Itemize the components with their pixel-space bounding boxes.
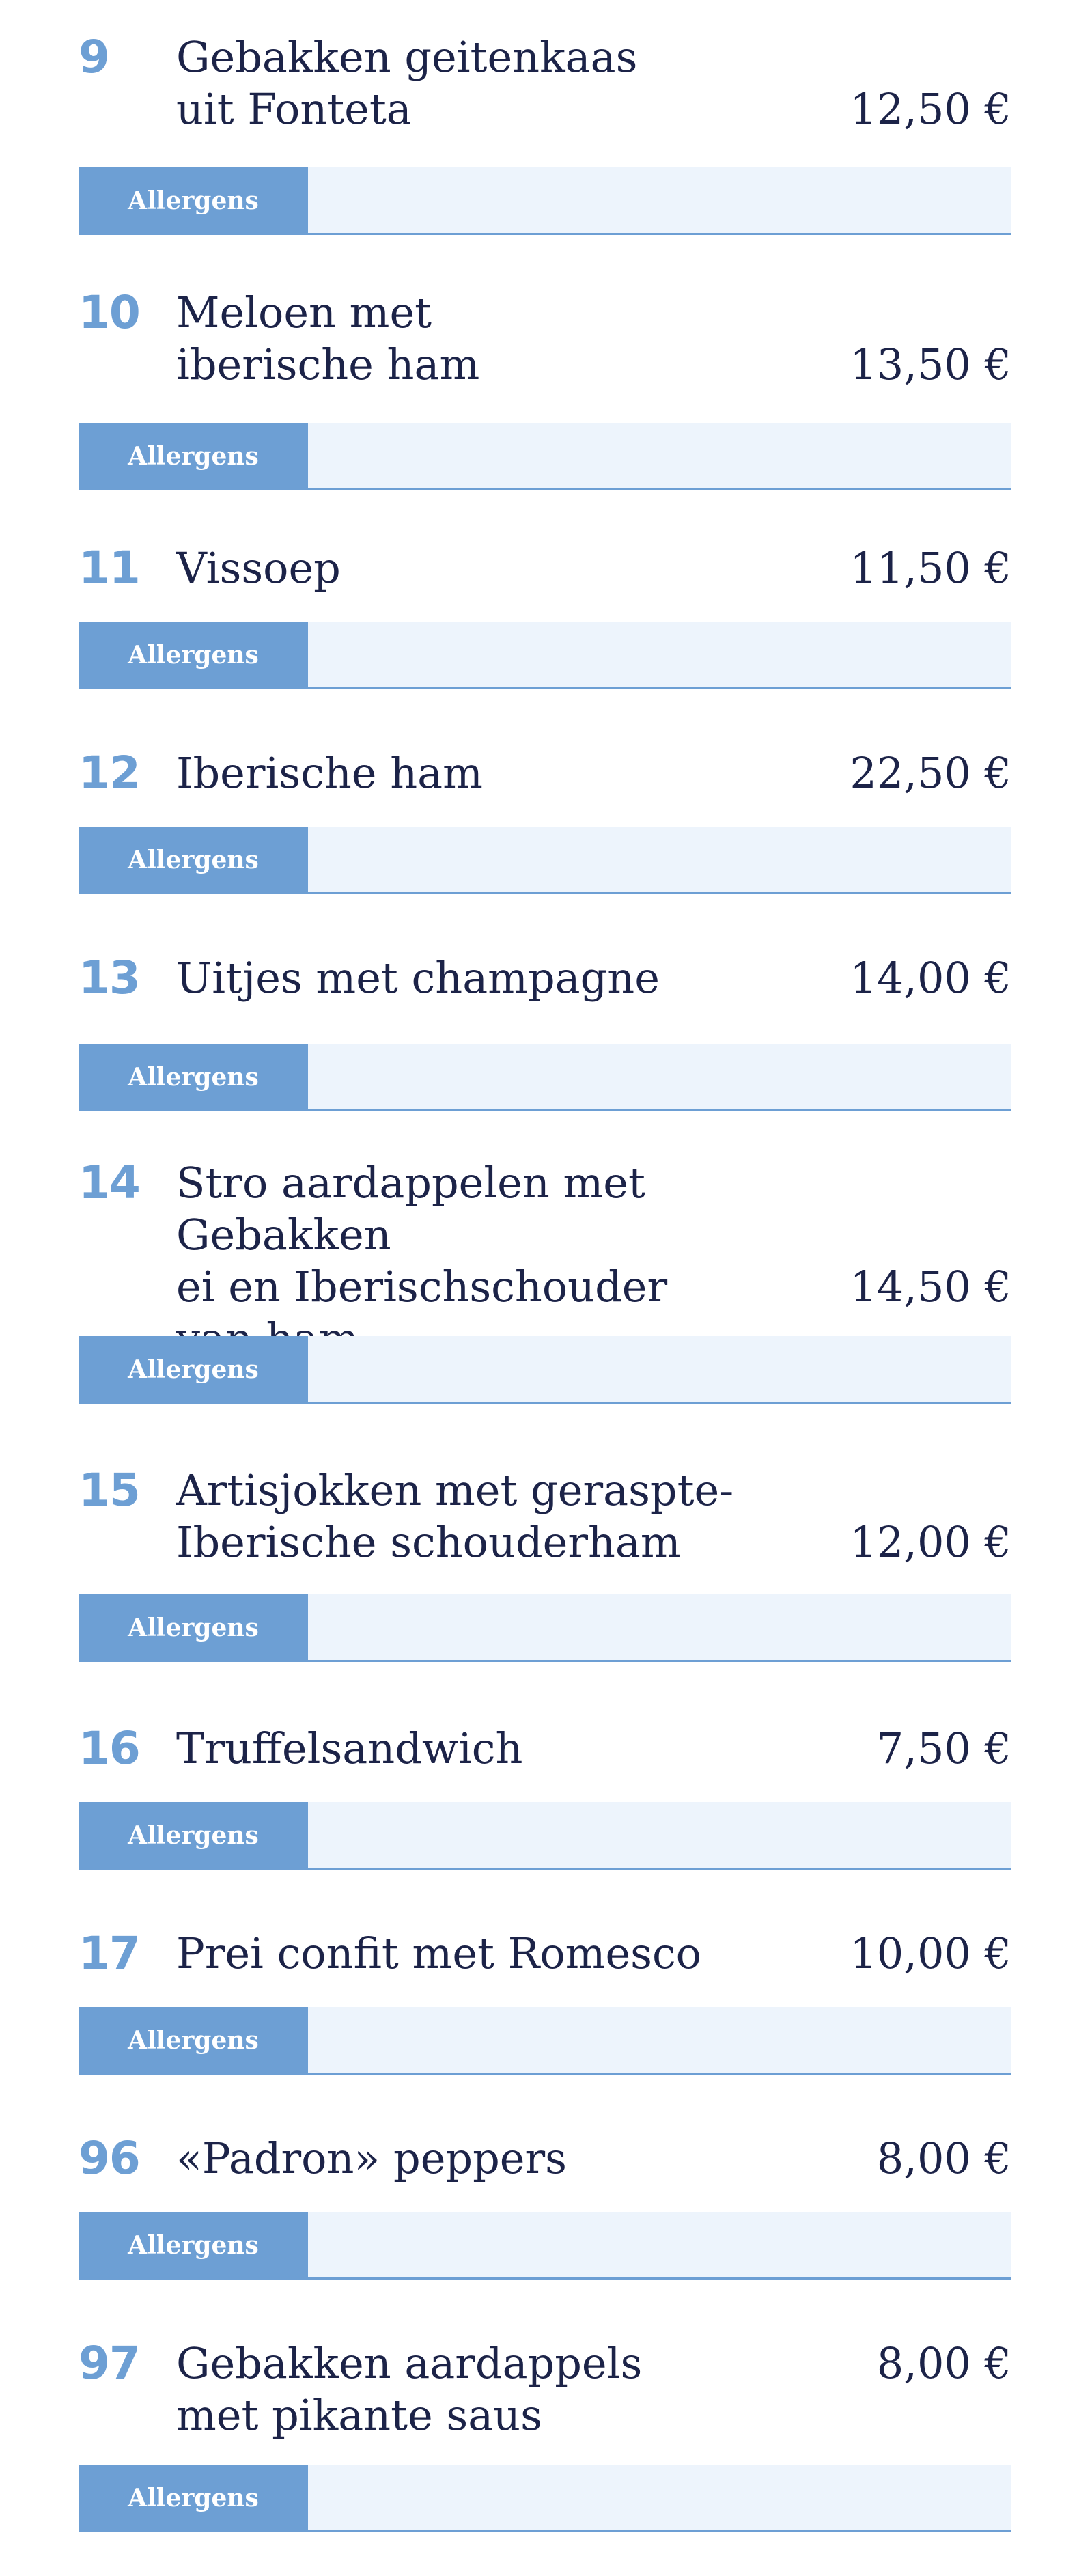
item-name: Gebakken aardappels met pikante saus <box>176 2338 643 2440</box>
item-name: Gebakken geitenkaas uit Fonteta <box>176 32 638 134</box>
allergens-button[interactable]: Allergens <box>79 423 308 490</box>
item-number: 13 <box>79 952 141 1004</box>
item-number: 17 <box>79 1927 141 1980</box>
allergen-bar: Allergens <box>79 2007 1011 2075</box>
item-name: Vissoep <box>176 543 341 593</box>
item-name: Iberische ham <box>176 748 483 798</box>
allergen-bar: Allergens <box>79 1802 1011 1870</box>
item-price: 8,00 € <box>876 2133 1011 2183</box>
allergens-button[interactable]: Allergens <box>79 1044 308 1111</box>
allergen-bar: Allergens <box>79 827 1011 894</box>
item-price: 13,50 € <box>850 340 1011 389</box>
item-price: 22,50 € <box>850 748 1011 798</box>
item-number: 96 <box>79 2132 141 2185</box>
allergen-bar: Allergens <box>79 1336 1011 1404</box>
allergen-bar: Allergens <box>79 622 1011 689</box>
allergen-bar: Allergens <box>79 1044 1011 1111</box>
item-price: 12,00 € <box>850 1517 1011 1567</box>
allergens-button[interactable]: Allergens <box>79 1594 308 1662</box>
item-price: 14,50 € <box>850 1262 1011 1312</box>
allergens-button[interactable]: Allergens <box>79 1802 308 1870</box>
item-name: Artisjokken met geraspte- Iberische scho… <box>176 1465 734 1567</box>
allergen-bar: Allergens <box>79 423 1011 490</box>
allergens-button[interactable]: Allergens <box>79 2007 308 2075</box>
allergens-button[interactable]: Allergens <box>79 167 308 235</box>
item-price: 10,00 € <box>850 1928 1011 1978</box>
item-name: Truffelsandwich <box>176 1723 523 1773</box>
item-name: Stro aardappelen met Gebakken ei en Iber… <box>176 1158 668 1363</box>
item-number: 97 <box>79 2337 141 2390</box>
allergen-bar: Allergens <box>79 2212 1011 2280</box>
item-price: 8,00 € <box>876 2338 1011 2388</box>
item-number: 9 <box>79 31 110 83</box>
item-name: Uitjes met champagne <box>176 953 660 1003</box>
item-number: 14 <box>79 1157 141 1209</box>
allergens-button[interactable]: Allergens <box>79 2465 308 2532</box>
allergen-bar: Allergens <box>79 1594 1011 1662</box>
item-number: 16 <box>79 1722 141 1775</box>
item-name: Prei confit met Romesco <box>176 1928 702 1978</box>
allergen-bar: Allergens <box>79 167 1011 235</box>
item-number: 15 <box>79 1464 141 1516</box>
item-name: Meloen met iberische ham <box>176 288 480 389</box>
item-price: 11,50 € <box>850 543 1011 593</box>
allergens-button[interactable]: Allergens <box>79 2212 308 2280</box>
item-price: 7,50 € <box>876 1723 1011 1773</box>
allergens-button[interactable]: Allergens <box>79 827 308 894</box>
item-number: 10 <box>79 286 141 339</box>
item-name: «Padron» peppers <box>176 2133 567 2183</box>
item-number: 11 <box>79 542 141 594</box>
item-number: 12 <box>79 747 141 799</box>
allergens-button[interactable]: Allergens <box>79 1336 308 1404</box>
allergen-bar: Allergens <box>79 2465 1011 2532</box>
item-price: 12,50 € <box>850 84 1011 134</box>
allergens-button[interactable]: Allergens <box>79 622 308 689</box>
item-price: 14,00 € <box>850 953 1011 1003</box>
